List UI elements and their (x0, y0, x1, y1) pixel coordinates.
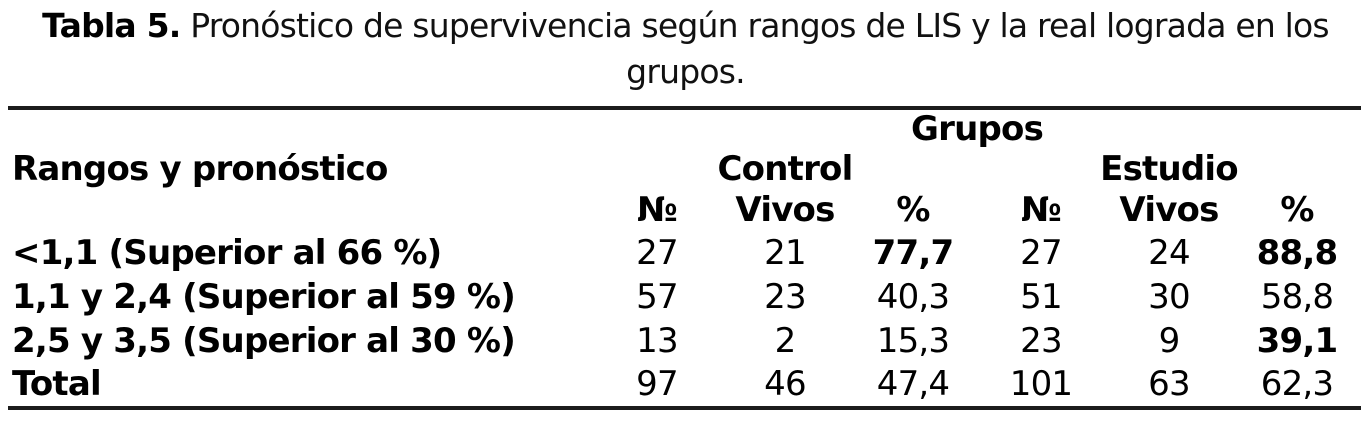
table-caption-line2: grupos. (626, 52, 745, 91)
column-header-n-control: № (636, 190, 678, 231)
cell: 46 (764, 364, 806, 405)
table-row-total: Total 97 46 47,4 101 63 62,3 (8, 364, 1361, 408)
cell: 13 (636, 321, 678, 362)
cell: 63 (1148, 364, 1190, 405)
header-row-subgroups: Rangos y pronóstico Control Estudio (8, 149, 1361, 190)
row-header: Rangos y pronóstico (12, 148, 388, 189)
cell: 101 (1009, 364, 1073, 405)
table-row: 2,5 y 3,5 (Superior al 30 %) 13 2 15,3 2… (8, 320, 1361, 364)
cell: 30 (1148, 277, 1190, 318)
table-row: <1,1 (Superior al 66 %) 27 21 77,7 27 24… (8, 232, 1361, 276)
table-caption: Tabla 5. Pronóstico de supervivencia seg… (4, 3, 1367, 95)
column-header-n-estudio: № (1020, 190, 1062, 231)
empty-header-cell (8, 108, 593, 149)
row-label: 2,5 y 3,5 (Superior al 30 %) (12, 321, 516, 362)
survival-table: Grupos Rangos y pronóstico Control Estud… (8, 106, 1362, 410)
cell: 51 (1020, 277, 1062, 318)
column-header-pct-control: % (896, 190, 930, 231)
column-header-pct-estudio: % (1280, 190, 1314, 231)
cell: 23 (1020, 321, 1062, 362)
cell: 27 (1020, 233, 1062, 274)
cell: 27 (636, 233, 678, 274)
cell: 15,3 (876, 321, 950, 362)
column-header-vivos-control: Vivos (735, 190, 835, 231)
cell: 88,8 (1256, 233, 1339, 274)
cell: 21 (764, 233, 806, 274)
cell: 23 (764, 277, 806, 318)
table-caption-text: Pronóstico de supervivencia según rangos… (190, 6, 1329, 45)
empty-header-cell (8, 190, 593, 232)
row-label: <1,1 (Superior al 66 %) (12, 233, 442, 274)
cell: 58,8 (1260, 277, 1334, 318)
cell: 24 (1148, 233, 1190, 274)
cell: 62,3 (1260, 364, 1334, 405)
subgroup-header-estudio: Estudio (1100, 148, 1238, 189)
group-header: Grupos (911, 108, 1044, 149)
cell: 40,3 (876, 277, 950, 318)
table-row: 1,1 y 2,4 (Superior al 59 %) 57 23 40,3 … (8, 276, 1361, 320)
cell: 47,4 (876, 364, 950, 405)
table-caption-number: Tabla 5. (42, 6, 181, 45)
row-label: 1,1 y 2,4 (Superior al 59 %) (12, 277, 516, 318)
cell: 39,1 (1256, 321, 1339, 362)
header-row-groups: Grupos (8, 108, 1361, 149)
subgroup-header-control: Control (717, 148, 854, 189)
cell: 77,7 (872, 233, 955, 274)
header-row-columns: № Vivos % № Vivos % (8, 190, 1361, 232)
cell: 57 (636, 277, 678, 318)
row-label: Total (12, 364, 102, 405)
cell: 9 (1158, 321, 1181, 362)
table-caption-line1: Tabla 5. Pronóstico de supervivencia seg… (4, 3, 1367, 49)
cell: 97 (636, 364, 678, 405)
column-header-vivos-estudio: Vivos (1119, 190, 1219, 231)
cell: 2 (774, 321, 797, 362)
